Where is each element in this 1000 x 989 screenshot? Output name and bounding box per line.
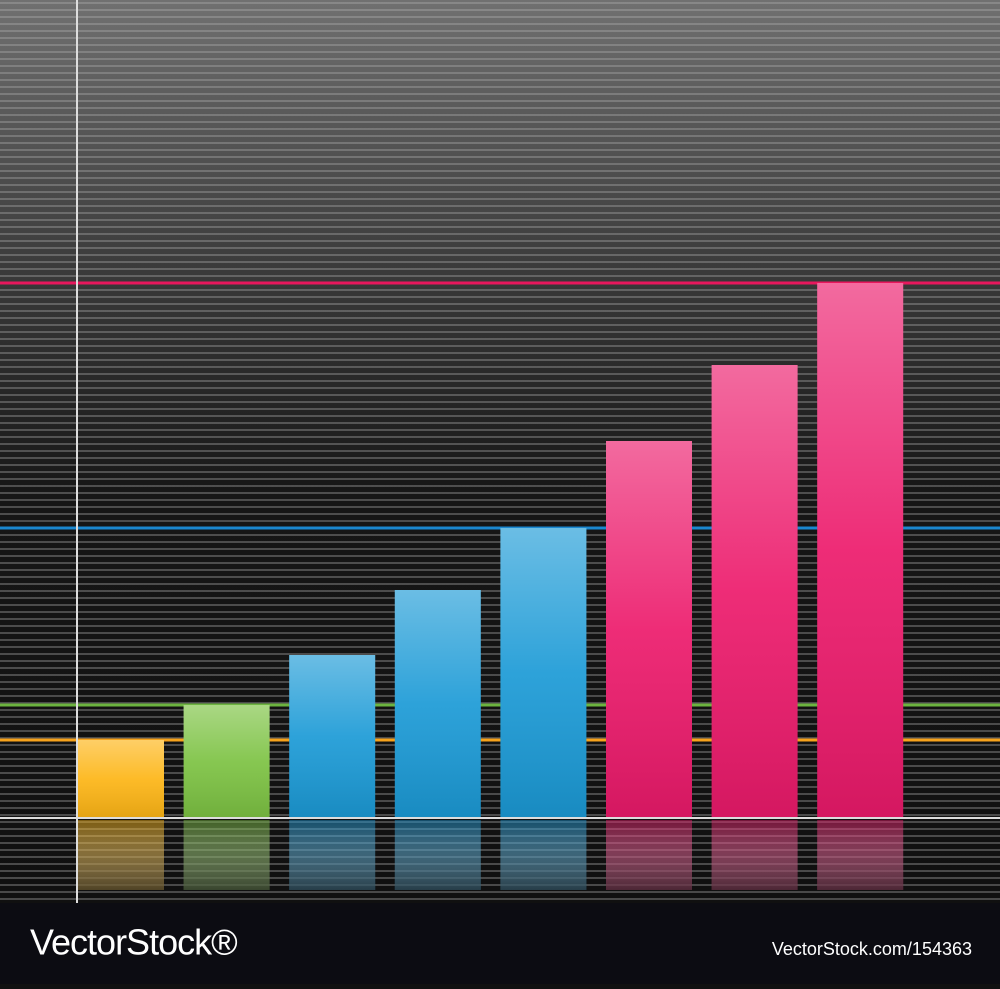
reflection-fade	[78, 820, 164, 890]
bar-gloss	[817, 283, 904, 818]
reflection-fade	[289, 820, 376, 890]
reflection-fade	[606, 820, 692, 890]
bar-gloss	[78, 740, 164, 818]
reflection-fade	[817, 820, 904, 890]
brand: VectorStock®	[30, 922, 237, 963]
reflection-fade	[183, 820, 270, 890]
footer-bar	[0, 903, 1000, 984]
bar-gloss	[711, 365, 798, 818]
reflection-fade	[711, 820, 798, 890]
image-id: VectorStock.com/154363	[772, 939, 972, 959]
bar-gloss	[606, 441, 692, 818]
reflection-fade	[500, 820, 587, 890]
reflection-fade	[394, 820, 481, 890]
bar-gloss	[289, 655, 376, 818]
bar-gloss	[500, 528, 587, 818]
bar-gloss	[394, 590, 481, 818]
bar-gloss	[183, 705, 270, 818]
